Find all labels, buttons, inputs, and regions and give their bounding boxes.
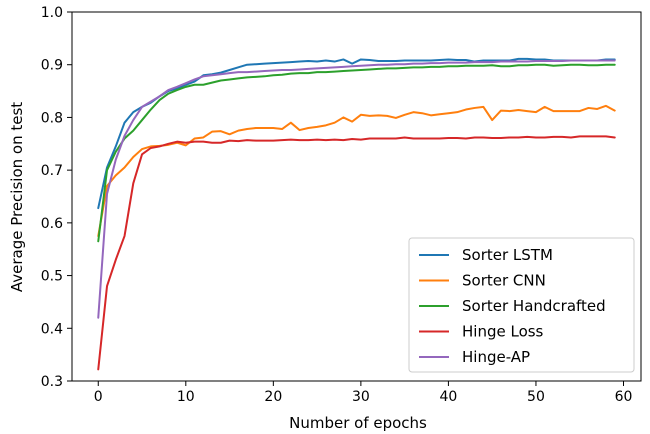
- plot-area: [71, 11, 642, 382]
- x-axis-label: Number of epochs: [289, 414, 427, 432]
- x-tick-label: 40: [440, 389, 458, 405]
- legend-label-sorter-cnn: Sorter CNN: [462, 272, 546, 290]
- x-tick-label: 30: [352, 389, 370, 405]
- x-tick-label: 60: [615, 389, 633, 405]
- y-tick-label: 0.4: [41, 321, 63, 337]
- series-line-sorter-handcrafted: [97, 63, 616, 243]
- y-tick-label: 0.9: [41, 58, 63, 74]
- legend-label-hinge-loss: Hinge Loss: [462, 323, 544, 341]
- x-tick-label: 50: [527, 389, 545, 405]
- y-tick-label: 0.7: [41, 163, 63, 179]
- y-tick-label: 0.6: [41, 216, 63, 232]
- legend-label-hinge-ap: Hinge-AP: [462, 348, 530, 366]
- y-axis-label: Average Precision on test: [8, 102, 26, 292]
- legend-label-sorter-handcrafted: Sorter Handcrafted: [462, 297, 606, 315]
- series-layer: [97, 57, 616, 371]
- y-tick-label: 0.3: [41, 374, 63, 390]
- x-axis: 0 10 20 30 40 50 60: [94, 381, 633, 405]
- legend-label-sorter-lstm: Sorter LSTM: [462, 246, 553, 264]
- x-tick-label: 20: [264, 389, 282, 405]
- x-tick-label: 10: [177, 389, 195, 405]
- y-axis: 0.3 0.4 0.5 0.6 0.7 0.8 0.9 1.0: [41, 5, 72, 390]
- series-line-sorter-lstm: [97, 57, 616, 210]
- x-tick-label: 0: [94, 389, 103, 405]
- plot-frame: [71, 11, 642, 382]
- series-line-sorter-cnn: [97, 104, 616, 238]
- series-line-hinge-ap: [97, 59, 616, 319]
- series-line-hinge-loss: [97, 135, 616, 371]
- y-tick-label: 0.8: [41, 110, 63, 126]
- y-tick-label: 0.5: [41, 269, 63, 285]
- y-tick-label: 1.0: [41, 5, 63, 21]
- legend-box: [408, 237, 635, 373]
- legend: Sorter LSTM Sorter CNN Sorter Handcrafted H…: [408, 237, 635, 373]
